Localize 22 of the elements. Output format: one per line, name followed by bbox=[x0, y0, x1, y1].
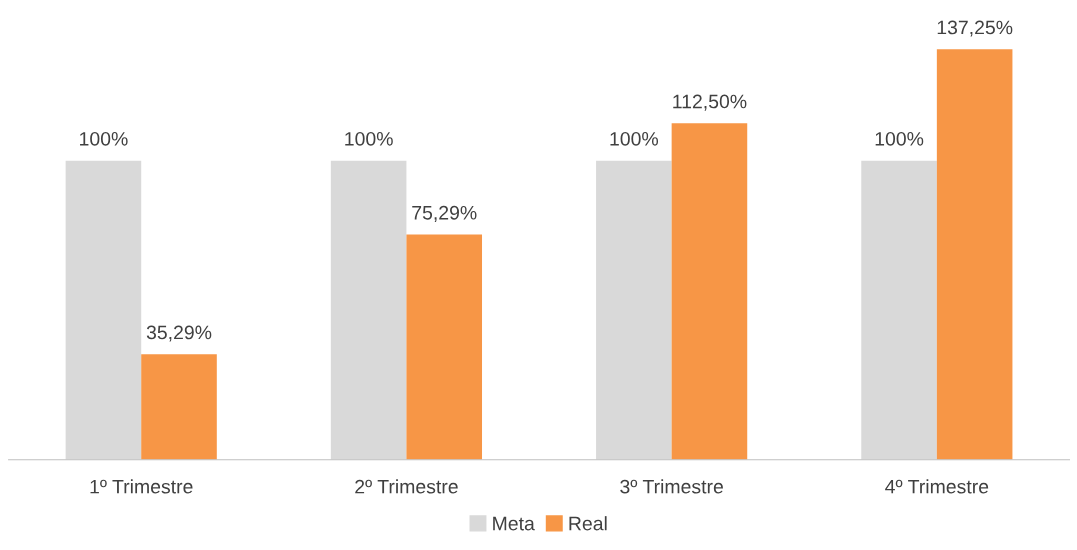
bar bbox=[596, 160, 672, 460]
x-tick-label: 4º Trimestre bbox=[885, 479, 989, 494]
data-label: 100% bbox=[80, 131, 128, 146]
bar bbox=[141, 354, 217, 460]
data-label: 75,29% bbox=[412, 205, 477, 222]
bar bbox=[861, 160, 937, 460]
data-label: 35,29% bbox=[146, 325, 212, 342]
x-tick-label: 2º Trimestre bbox=[355, 479, 458, 494]
bar bbox=[936, 49, 1013, 460]
x-tick-label: 3º Trimestre bbox=[620, 479, 723, 494]
bar bbox=[330, 160, 407, 460]
bar bbox=[671, 123, 748, 460]
data-label: 137,25% bbox=[937, 20, 1013, 37]
data-label: 100% bbox=[875, 131, 924, 146]
bar bbox=[65, 160, 142, 460]
legend-label: Real bbox=[569, 516, 607, 531]
x-tick-label: 1º Trimestre bbox=[90, 479, 193, 494]
bar bbox=[406, 234, 483, 460]
data-label: 100% bbox=[345, 131, 393, 146]
data-label: 100% bbox=[610, 131, 659, 146]
legend-label: Meta bbox=[493, 516, 535, 531]
data-label: 112,50% bbox=[673, 94, 747, 111]
